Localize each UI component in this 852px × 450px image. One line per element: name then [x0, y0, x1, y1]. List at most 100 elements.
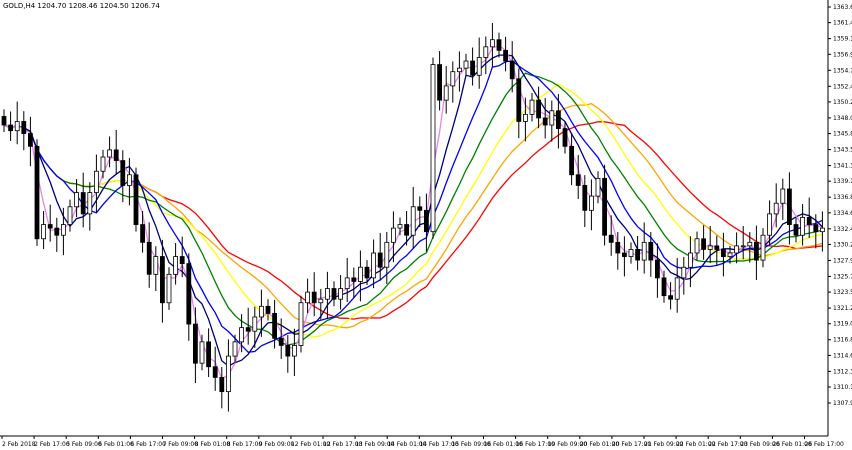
x-tick-label: 12 Feb 17:00	[323, 441, 363, 448]
candle	[470, 47, 476, 86]
candle-body	[668, 295, 673, 300]
candle-body	[410, 206, 416, 236]
candle	[107, 136, 112, 168]
x-tick-label: 13 Feb 09:00	[355, 441, 395, 448]
candle-body	[503, 49, 509, 62]
candle	[443, 66, 449, 114]
candle	[258, 289, 264, 337]
candle	[767, 200, 772, 246]
candle-body	[589, 195, 594, 211]
y-tick-label: 1339.10	[833, 178, 852, 185]
x-tick-label: 20 Feb 17:00	[612, 441, 652, 448]
candle-body	[113, 149, 119, 161]
x-tick-label: 16 Feb 17:00	[516, 441, 556, 448]
candle-body	[344, 277, 350, 289]
candle	[503, 36, 509, 72]
candle	[701, 225, 706, 260]
y-tick-label: 1327.95	[833, 257, 852, 264]
candle	[456, 51, 462, 92]
y-tick-label: 1361.40	[833, 20, 852, 27]
candle	[179, 236, 185, 278]
x-tick-label: 23 Feb 09:00	[740, 441, 780, 448]
candle	[146, 222, 152, 288]
candle-body	[575, 174, 581, 186]
candle	[641, 222, 647, 274]
candle	[94, 154, 99, 213]
candle-body	[94, 170, 99, 193]
candle	[661, 270, 667, 303]
candle	[509, 41, 515, 93]
candle	[536, 86, 541, 129]
candle	[357, 250, 363, 302]
candle-body	[212, 366, 218, 378]
candle	[120, 150, 126, 203]
candle	[542, 98, 548, 139]
candle	[54, 217, 60, 252]
candle	[206, 328, 212, 378]
candle	[21, 111, 27, 151]
candle	[371, 239, 377, 289]
candle	[694, 231, 700, 261]
candle-body	[14, 121, 20, 132]
candle-body	[661, 277, 667, 297]
candle-body	[298, 302, 304, 346]
candle-body	[523, 113, 528, 122]
candle-body	[219, 377, 225, 393]
candle-body	[404, 224, 410, 236]
candle-body	[245, 327, 251, 332]
candle-body	[384, 241, 390, 268]
candle	[556, 94, 561, 149]
x-tick-label: 2 Feb 17:00	[34, 441, 70, 448]
y-tick-label: 1321.25	[833, 305, 852, 312]
candle	[87, 182, 93, 231]
candle-body	[721, 249, 726, 257]
x-tick-label: 14 Feb 01:00	[387, 441, 427, 448]
candle-body	[760, 234, 766, 261]
candle	[721, 232, 726, 277]
y-tick-label: 1310.15	[833, 384, 852, 391]
candle-body	[813, 224, 819, 233]
candle	[212, 346, 218, 391]
candle	[674, 257, 680, 313]
candle-body	[496, 39, 502, 51]
y-tick-label: 1319.05	[833, 321, 852, 328]
candle	[298, 295, 304, 353]
candle	[27, 116, 33, 167]
candle-body	[602, 177, 607, 236]
candle	[324, 271, 330, 320]
candle-body	[556, 110, 561, 129]
candlesticks	[1, 22, 825, 412]
ma-green-line	[3, 72, 823, 346]
candle-body	[417, 206, 423, 211]
x-tick-label: 12 Feb 01:00	[291, 441, 331, 448]
y-tick-label: 1314.60	[833, 352, 852, 359]
candle	[8, 111, 14, 142]
candle-body	[727, 252, 733, 257]
candle	[245, 307, 251, 345]
candle	[74, 179, 79, 218]
candle-body	[127, 174, 132, 186]
y-tick-label: 1325.70	[833, 273, 852, 280]
candle	[740, 225, 746, 260]
candle	[80, 172, 86, 228]
y-tick-label: 1359.15	[833, 36, 852, 43]
candle-body	[291, 345, 297, 357]
candle-body	[641, 241, 647, 261]
ma-yellow-line	[3, 83, 823, 338]
candle	[688, 236, 693, 288]
x-tick-label: 8 Feb 17:00	[227, 441, 263, 448]
x-tick-label: 7 Feb 09:00	[163, 441, 199, 448]
candle-body	[443, 85, 449, 101]
x-tick-label: 26 Feb 17:00	[805, 441, 845, 448]
candle-body	[47, 224, 53, 229]
candle-body	[173, 256, 179, 275]
candle	[549, 100, 555, 142]
candle	[404, 211, 410, 246]
candle	[450, 61, 456, 103]
x-tick-label: 6 Feb 01:00	[98, 441, 134, 448]
candle	[820, 211, 825, 252]
y-tick-label: 1336.85	[833, 194, 852, 201]
candle-body	[199, 341, 205, 364]
